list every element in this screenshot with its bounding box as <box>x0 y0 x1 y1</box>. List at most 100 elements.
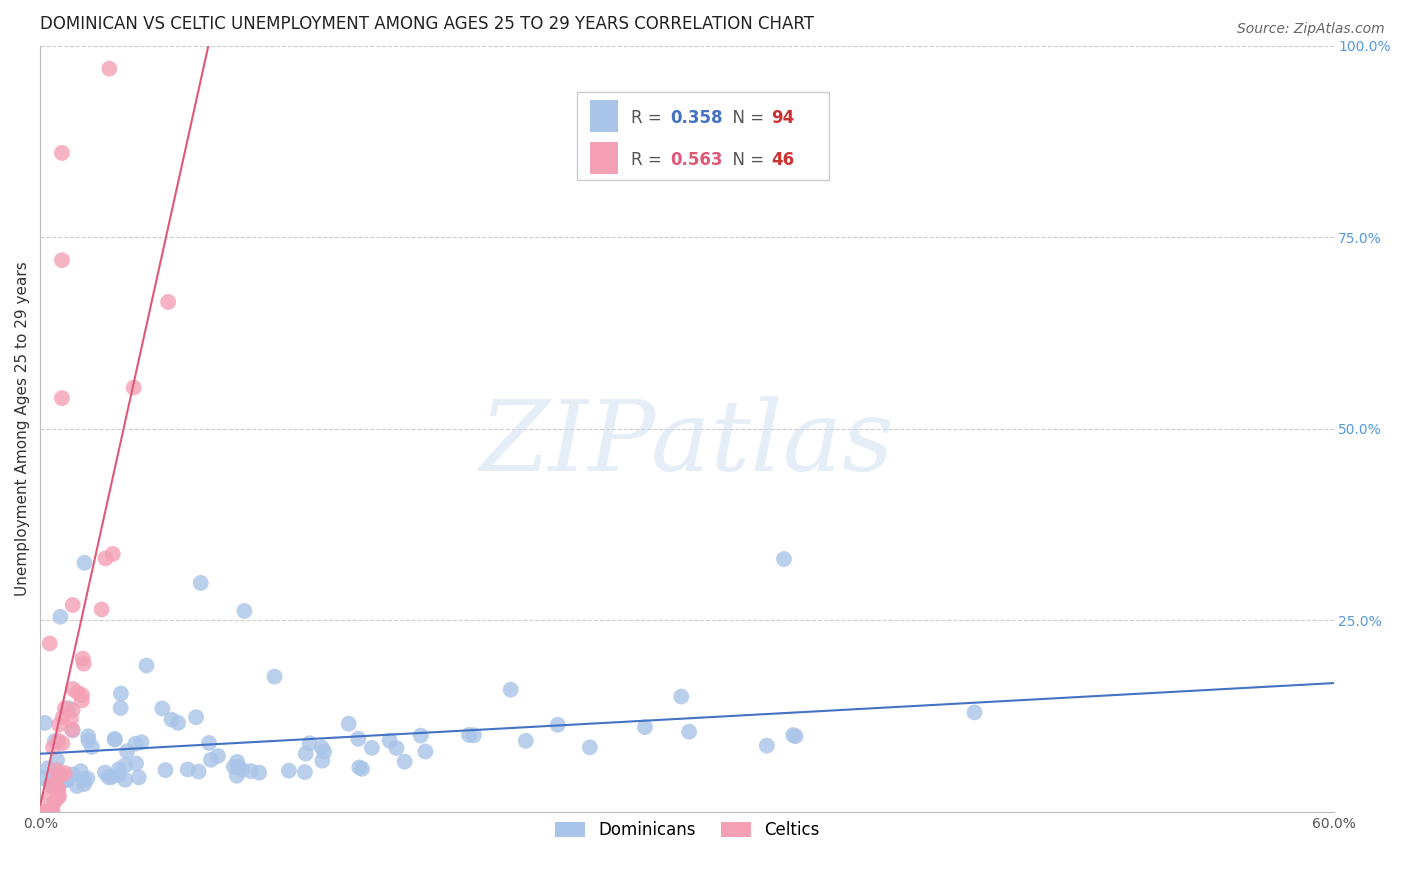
Point <box>228 760 250 774</box>
Point <box>782 728 804 742</box>
Text: Source: ZipAtlas.com: Source: ZipAtlas.com <box>1237 22 1385 37</box>
Point <box>107 768 129 782</box>
Point <box>277 764 299 778</box>
Point <box>311 740 333 755</box>
Point <box>60 723 83 737</box>
Point <box>247 765 270 780</box>
Point <box>51 773 73 788</box>
Point <box>62 703 84 717</box>
Point <box>187 764 209 779</box>
Point <box>32 805 55 819</box>
Point <box>294 765 316 780</box>
Point <box>49 609 72 624</box>
Point <box>101 547 124 561</box>
Point <box>415 744 437 758</box>
Point <box>115 744 138 758</box>
Point <box>458 728 481 742</box>
Point <box>547 717 569 731</box>
Point <box>38 636 60 650</box>
Point <box>114 758 136 772</box>
Point <box>294 747 316 761</box>
Point <box>515 734 537 748</box>
Point <box>73 777 96 791</box>
Point <box>38 790 60 805</box>
Point <box>198 736 221 750</box>
Text: 0.563: 0.563 <box>671 152 723 169</box>
Point <box>579 740 602 755</box>
Point <box>35 805 58 819</box>
Text: 0.358: 0.358 <box>671 109 723 127</box>
Point <box>51 736 73 750</box>
Point <box>94 551 117 566</box>
Point <box>76 772 98 786</box>
Point <box>785 729 807 743</box>
Point <box>347 731 370 746</box>
Point <box>46 733 69 747</box>
Point <box>160 713 183 727</box>
Point <box>104 731 127 746</box>
Point <box>44 775 66 789</box>
Point <box>155 763 177 777</box>
Point <box>34 715 56 730</box>
Point <box>48 717 70 731</box>
Point <box>42 805 65 819</box>
Point <box>45 792 67 806</box>
Point <box>225 769 247 783</box>
Point <box>48 789 70 803</box>
Point <box>100 770 122 784</box>
Point <box>298 736 321 750</box>
Text: 46: 46 <box>770 152 794 169</box>
Point <box>150 701 173 715</box>
Point <box>207 749 229 764</box>
Point <box>46 780 69 795</box>
Point <box>42 796 65 810</box>
Point <box>62 681 84 696</box>
Point <box>34 805 56 819</box>
Point <box>167 715 190 730</box>
Point <box>177 763 200 777</box>
Point <box>58 701 80 715</box>
Point <box>233 604 256 618</box>
Text: R =: R = <box>631 152 668 169</box>
Point <box>42 780 65 795</box>
Point <box>46 781 69 796</box>
Point <box>94 765 117 780</box>
Point <box>463 728 485 742</box>
Point <box>499 682 522 697</box>
Point <box>56 773 79 788</box>
Point <box>378 733 401 747</box>
Point <box>42 740 65 755</box>
Point <box>52 710 75 724</box>
Point <box>190 575 212 590</box>
Point <box>184 710 207 724</box>
Point <box>31 805 53 819</box>
Point <box>51 253 73 268</box>
Point <box>311 754 333 768</box>
Point <box>44 767 66 781</box>
Point <box>678 724 700 739</box>
Point <box>51 391 73 405</box>
Point <box>62 723 84 738</box>
Point <box>349 760 371 774</box>
Point <box>122 381 145 395</box>
Point <box>62 767 84 781</box>
Point <box>337 716 360 731</box>
Point <box>110 701 132 715</box>
Point <box>128 770 150 784</box>
Point <box>97 770 120 784</box>
Point <box>104 732 127 747</box>
Point <box>41 805 63 819</box>
Point <box>360 740 382 755</box>
Point <box>66 779 89 793</box>
Point <box>110 687 132 701</box>
FancyBboxPatch shape <box>591 100 619 132</box>
Point <box>41 779 63 793</box>
Point <box>385 741 408 756</box>
Point <box>59 712 82 726</box>
Text: N =: N = <box>721 109 769 127</box>
FancyBboxPatch shape <box>576 92 830 180</box>
Point <box>80 739 103 754</box>
Point <box>634 720 657 734</box>
Point <box>231 763 253 777</box>
Point <box>37 761 59 775</box>
